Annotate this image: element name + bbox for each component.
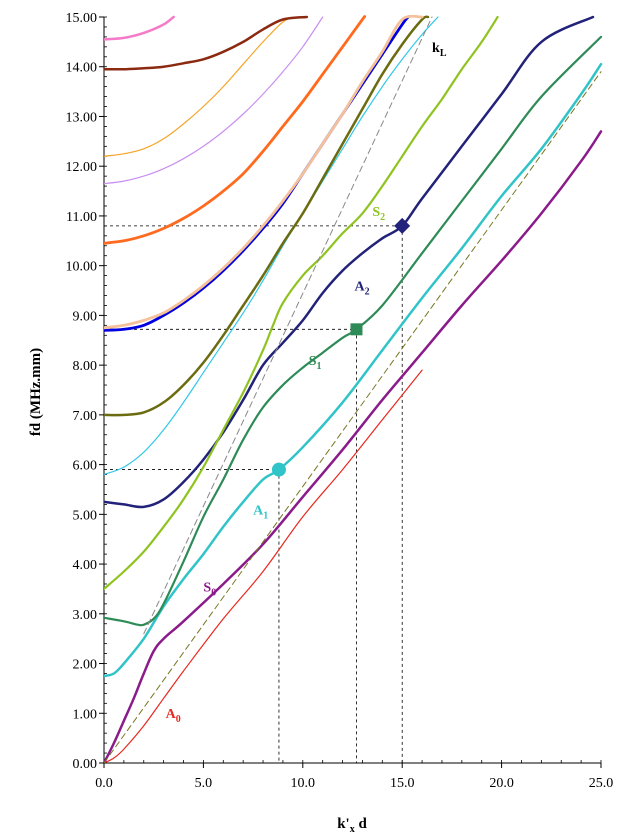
marker-circle [271, 462, 286, 477]
curve-label: A1 [253, 503, 268, 521]
y-tick-label: 12.00 [66, 160, 98, 175]
y-tick-label: 3.00 [73, 608, 98, 623]
y-tick-label: 13.00 [66, 110, 98, 125]
x-tick-label: 20.0 [489, 776, 514, 791]
series-line-a2 [104, 15, 595, 509]
curve-label: S0 [203, 580, 216, 598]
marker-square [350, 323, 363, 336]
series-line-15 [104, 71, 602, 763]
x-axis-title: k'x d [337, 816, 367, 835]
series-line-8 [104, 15, 410, 332]
series-line-14 [104, 15, 175, 41]
series-line-s2 [104, 15, 499, 590]
y-tick-label: 10.00 [66, 260, 98, 275]
curve-label: kL [432, 41, 447, 59]
reference-lines [104, 225, 403, 763]
y-tick-label: 4.00 [73, 558, 98, 573]
series-line-13 [104, 15, 309, 71]
curve-labels: A0 S0 A1 S1 A2 S2 kL [166, 41, 447, 725]
series-line-7 [104, 15, 430, 417]
x-tick-label: 5.0 [195, 776, 213, 791]
y-tick-label: 14.00 [66, 61, 98, 76]
y-tick-label: 1.00 [73, 707, 98, 722]
y-tick-label: 15.00 [66, 11, 98, 26]
y-tick-label: 8.00 [73, 359, 98, 374]
series-line-9 [104, 15, 424, 330]
series-line-6 [104, 16, 439, 476]
y-tick-label: 5.00 [73, 508, 98, 523]
axes: 0.00 1.00 2.00 3.00 4.00 5.00 6.00 7.00 8.00 9.00… [66, 11, 614, 791]
marker-diamond [394, 217, 411, 234]
y-tick-label: 2.00 [73, 658, 98, 673]
y-tick-label: 0.00 [73, 757, 98, 772]
y-axis-title: fd (MHz.mm) [28, 348, 44, 436]
y-tick-label: 9.00 [73, 309, 98, 324]
x-tick-label: 0.0 [95, 776, 113, 791]
y-tick-label: 6.00 [73, 459, 98, 474]
markers [271, 217, 411, 477]
series-line-12 [104, 16, 296, 157]
curve-label: A2 [354, 280, 369, 298]
series-line-s0 [104, 130, 603, 763]
x-tick-label: 15.0 [390, 776, 415, 791]
curve-label: S2 [372, 205, 385, 223]
series-line-a0 [104, 369, 423, 763]
curves [104, 15, 603, 763]
series-line-16 [143, 16, 433, 635]
series-line-10 [104, 15, 367, 245]
curve-label: A0 [166, 707, 181, 725]
curve-label: S1 [309, 354, 322, 372]
y-tick-label: 7.00 [73, 409, 98, 424]
series-line-11 [104, 16, 324, 185]
x-tick-label: 25.0 [589, 776, 614, 791]
y-tick-label: 11.00 [66, 210, 97, 225]
x-tick-label: 10.0 [291, 776, 316, 791]
series-line-a1 [104, 62, 603, 678]
